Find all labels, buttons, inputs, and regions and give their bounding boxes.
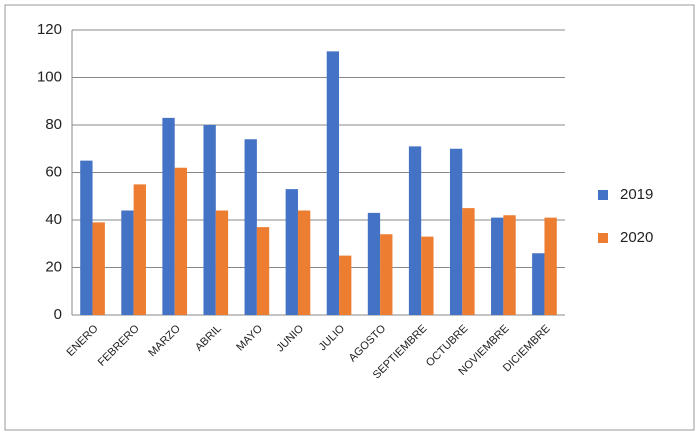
y-tick-label: 100 [37, 68, 62, 85]
bar [339, 255, 352, 315]
bar [449, 148, 463, 315]
bar [326, 51, 340, 315]
y-tick-label: 60 [45, 163, 62, 180]
bar [297, 210, 311, 315]
legend-label: 2019 [620, 186, 653, 203]
legend-label: 2020 [620, 229, 653, 246]
y-tick-label: 20 [45, 258, 62, 275]
bar [408, 146, 422, 315]
y-tick-label: 80 [45, 116, 62, 133]
y-tick-label: 0 [54, 306, 62, 323]
bar [285, 189, 298, 315]
bar [503, 215, 516, 315]
bar [544, 217, 557, 315]
bar [80, 160, 93, 315]
bar [462, 208, 475, 315]
bar [532, 253, 545, 315]
bar [121, 210, 134, 315]
legend-swatch [598, 233, 608, 243]
bar [203, 125, 216, 315]
bar [244, 139, 257, 315]
chart-border [4, 4, 695, 431]
bar [256, 227, 270, 315]
bar [133, 184, 146, 315]
bar [380, 234, 393, 315]
bar [491, 217, 504, 315]
bar [92, 222, 105, 315]
bar [367, 212, 381, 315]
bar [421, 236, 434, 315]
y-tick-label: 40 [45, 211, 62, 228]
y-tick-label: 120 [37, 21, 62, 38]
legend-swatch [598, 190, 608, 200]
bar [162, 117, 175, 315]
bar [174, 167, 188, 315]
bar [215, 210, 229, 315]
